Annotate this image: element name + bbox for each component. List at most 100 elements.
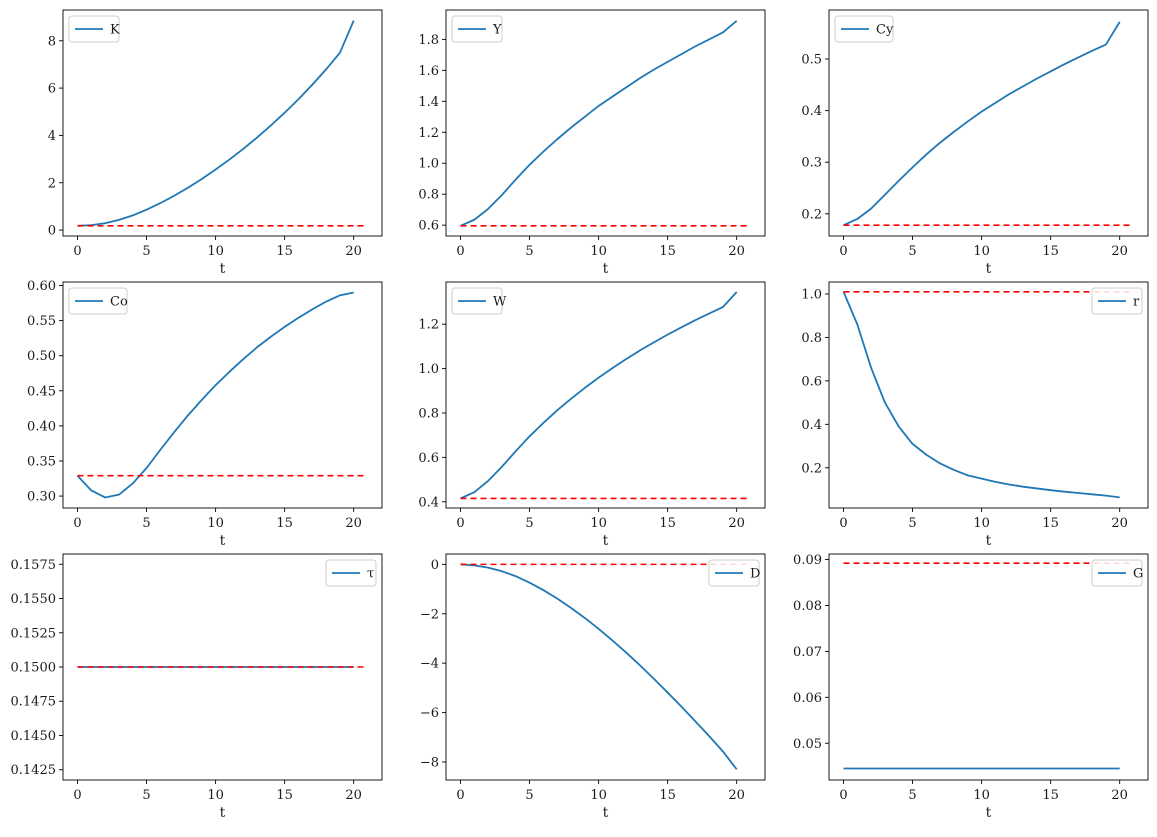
x-tick-label: 10 bbox=[207, 788, 224, 803]
y-tick-label: 1.2 bbox=[418, 126, 439, 141]
series-line-K bbox=[77, 20, 355, 227]
y-tick-label: 2 bbox=[48, 176, 56, 191]
x-tick-label: 0 bbox=[456, 516, 464, 531]
legend: K bbox=[68, 15, 120, 43]
y-tick-label: 0.3 bbox=[801, 156, 822, 171]
legend: Y bbox=[451, 15, 503, 43]
x-tick-label: 20 bbox=[1111, 516, 1128, 531]
axes-frame bbox=[445, 9, 766, 237]
y-tick-label: 0.8 bbox=[801, 331, 822, 346]
x-tick-label: 5 bbox=[908, 788, 916, 803]
y-tick-label: 0.40 bbox=[27, 419, 56, 434]
legend: τ bbox=[325, 559, 377, 587]
x-tick-label: 15 bbox=[659, 516, 676, 531]
x-axis-label: t bbox=[603, 261, 609, 277]
y-tick-label: 0.8 bbox=[418, 406, 439, 421]
x-tick-label: 0 bbox=[73, 788, 81, 803]
subplot-Co: 0 5 10 15 20 0.30 0.35 0.40 0.45 0.50 0.55 0.60 t Co bbox=[27, 279, 383, 549]
x-tick-label: 20 bbox=[728, 516, 745, 531]
axes-frame bbox=[828, 281, 1149, 509]
x-tick-label: 5 bbox=[142, 516, 150, 531]
y-tick-label: 0.6 bbox=[801, 374, 822, 389]
x-tick-label: 0 bbox=[839, 244, 847, 259]
legend-label: W bbox=[493, 295, 507, 310]
subplot-Y: 0 5 10 15 20 0.6 0.8 1.0 1.2 1.4 1.6 1.8 t Y bbox=[418, 9, 766, 277]
y-tick-label: 0.8 bbox=[418, 188, 439, 203]
axes-frame bbox=[445, 281, 766, 509]
y-tick-label: 6 bbox=[48, 82, 56, 97]
x-tick-label: 10 bbox=[207, 244, 224, 259]
x-axis-label: t bbox=[603, 805, 609, 821]
y-tick-label: 0.1425 bbox=[11, 763, 57, 778]
y-tick-label: 0.5 bbox=[801, 53, 822, 68]
y-tick-label: 0.4 bbox=[801, 418, 822, 433]
x-tick-label: 0 bbox=[73, 516, 81, 531]
series-line-D bbox=[460, 563, 738, 770]
series-line-r bbox=[842, 291, 1120, 499]
y-tick-label: 1.8 bbox=[418, 33, 439, 48]
y-tick-label: 0.09 bbox=[793, 553, 822, 568]
subplot-G: 0 5 10 15 20 0.05 0.06 0.07 0.08 0.09 t G bbox=[793, 553, 1149, 821]
y-tick-label: 4 bbox=[48, 129, 56, 144]
x-axis-label: t bbox=[986, 261, 992, 277]
series-line-W bbox=[460, 291, 738, 500]
y-tick-label: 0.1575 bbox=[11, 558, 57, 573]
x-tick-label: 15 bbox=[276, 788, 293, 803]
x-tick-label: 20 bbox=[728, 788, 745, 803]
axes-frame bbox=[445, 553, 766, 781]
x-tick-label: 10 bbox=[207, 516, 224, 531]
x-tick-label: 10 bbox=[973, 788, 990, 803]
y-tick-label: 0.50 bbox=[27, 349, 56, 364]
legend-label: τ bbox=[367, 567, 374, 582]
x-tick-label: 15 bbox=[1042, 244, 1059, 259]
y-tick-label: 0.1525 bbox=[11, 626, 57, 641]
subplot-D: 0 5 10 15 20 −8 −6 −4 −2 0 t D bbox=[420, 553, 766, 821]
y-tick-label: 1.6 bbox=[418, 64, 439, 79]
x-tick-label: 5 bbox=[525, 788, 533, 803]
x-tick-label: 20 bbox=[345, 244, 362, 259]
y-tick-label: 1.0 bbox=[418, 157, 439, 172]
subplot-τ: 0 5 10 15 20 0.1425 0.1450 0.1475 0.1500 0.1525 0.… bbox=[11, 553, 383, 821]
x-tick-label: 10 bbox=[590, 244, 607, 259]
legend-label: Co bbox=[110, 295, 128, 310]
legend-label: G bbox=[1133, 567, 1143, 582]
axes-frame bbox=[62, 9, 383, 237]
y-tick-label: 0.1500 bbox=[11, 661, 57, 676]
y-tick-label: 0.55 bbox=[27, 314, 56, 329]
x-tick-label: 20 bbox=[1111, 244, 1128, 259]
y-tick-label: 1.4 bbox=[418, 95, 439, 110]
subplot-Cy: 0 5 10 15 20 0.2 0.3 0.4 0.5 t Cy bbox=[801, 9, 1149, 277]
x-tick-label: 20 bbox=[345, 516, 362, 531]
series-line-Co bbox=[76, 291, 354, 499]
x-tick-label: 20 bbox=[345, 788, 362, 803]
y-tick-label: −8 bbox=[420, 755, 439, 770]
series-line-Cy bbox=[843, 21, 1121, 226]
subplot-K: 0 5 10 15 20 0 2 4 6 8 t K bbox=[48, 9, 383, 277]
x-axis-label: t bbox=[986, 805, 992, 821]
x-axis-label: t bbox=[220, 805, 226, 821]
y-tick-label: −4 bbox=[420, 657, 439, 672]
y-tick-label: −2 bbox=[420, 607, 439, 622]
legend: Cy bbox=[834, 15, 894, 43]
y-tick-label: 0.1550 bbox=[11, 592, 57, 607]
y-tick-label: 0.1450 bbox=[11, 729, 57, 744]
x-tick-label: 10 bbox=[973, 516, 990, 531]
legend: Co bbox=[68, 287, 128, 315]
legend-label: K bbox=[110, 23, 120, 38]
y-tick-label: 0.08 bbox=[793, 599, 822, 614]
x-tick-label: 5 bbox=[142, 788, 150, 803]
legend: r bbox=[1091, 287, 1143, 315]
x-tick-label: 0 bbox=[456, 788, 464, 803]
axes-frame bbox=[828, 553, 1149, 781]
x-tick-label: 15 bbox=[1042, 516, 1059, 531]
legend-label: D bbox=[750, 567, 760, 582]
x-tick-label: 15 bbox=[276, 244, 293, 259]
y-tick-label: 0.2 bbox=[801, 207, 822, 222]
subplot-r: 0 5 10 15 20 0.2 0.4 0.6 0.8 1.0 t r bbox=[801, 281, 1149, 549]
y-tick-label: 0.07 bbox=[793, 645, 822, 660]
x-tick-label: 10 bbox=[973, 244, 990, 259]
y-tick-label: 0.4 bbox=[801, 104, 822, 119]
axes-frame bbox=[62, 281, 383, 509]
y-tick-label: −6 bbox=[420, 706, 439, 721]
